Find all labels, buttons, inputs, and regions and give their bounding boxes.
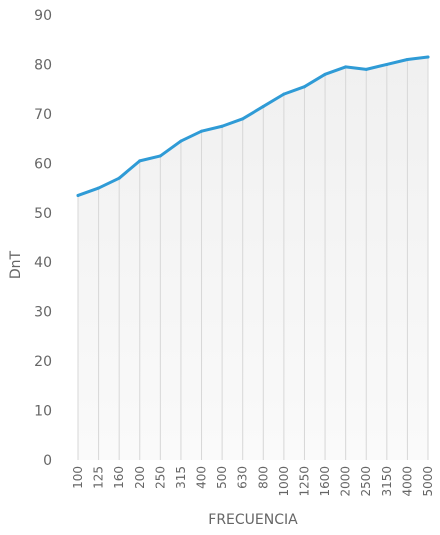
x-tick-label-250: 250 (153, 466, 167, 489)
data-point-250 (158, 154, 162, 158)
data-point-4000 (405, 58, 409, 61)
x-tick-label-1600: 1600 (318, 466, 332, 497)
y-tick-label-0: 0 (43, 453, 52, 469)
data-point-630 (241, 117, 245, 121)
y-tick-label-40: 40 (34, 255, 52, 271)
data-point-1000 (282, 92, 286, 96)
area-fill (78, 57, 428, 461)
x-tick-label-2500: 2500 (359, 466, 373, 497)
x-tick-label-1000: 1000 (277, 466, 291, 497)
data-point-1600 (323, 72, 327, 76)
data-point-315 (179, 139, 183, 143)
data-point-1250 (302, 85, 306, 89)
data-point-125 (97, 186, 101, 190)
x-tick-label-3150: 3150 (380, 466, 394, 497)
y-tick-label-30: 30 (34, 305, 52, 321)
y-tick-label-60: 60 (34, 156, 52, 172)
x-tick-label-1250: 1250 (297, 466, 311, 497)
y-axis-ticks: 0 10 20 30 40 50 60 70 80 90 (34, 8, 52, 469)
series-line (76, 55, 430, 197)
x-tick-label-100: 100 (71, 466, 85, 489)
line-layer (76, 55, 430, 197)
x-tick-label-2000: 2000 (339, 466, 353, 497)
grid-layer (77, 57, 429, 460)
x-axis-title: FRECUENCIA (208, 512, 298, 528)
x-tick-label-160: 160 (112, 466, 126, 489)
y-tick-label-70: 70 (34, 107, 52, 123)
area-layer (78, 57, 428, 461)
data-point-3150 (385, 62, 389, 66)
x-tick-label-630: 630 (236, 466, 250, 489)
data-point-100 (76, 193, 80, 197)
x-axis-ticks: 100 125 160 200 250 315 400 500 630 800 1000 1250 16… (71, 466, 435, 497)
x-tick-label-800: 800 (256, 466, 270, 489)
x-tick-label-125: 125 (92, 466, 106, 489)
data-point-5000 (426, 55, 430, 59)
data-point-2000 (344, 65, 348, 69)
data-point-2500 (364, 67, 368, 71)
y-tick-label-10: 10 (34, 404, 52, 420)
x-tick-label-500: 500 (215, 466, 229, 489)
x-tick-label-400: 400 (195, 466, 209, 489)
data-point-400 (200, 129, 204, 133)
x-tick-label-200: 200 (133, 466, 147, 489)
y-tick-label-90: 90 (34, 8, 52, 24)
data-point-800 (261, 104, 265, 108)
data-point-200 (138, 159, 142, 163)
data-point-160 (117, 176, 121, 180)
y-tick-label-80: 80 (34, 57, 52, 73)
x-tick-label-5000: 5000 (421, 466, 435, 497)
y-tick-label-20: 20 (34, 354, 52, 370)
x-tick-label-315: 315 (174, 466, 188, 489)
y-axis-title: DnT (8, 250, 24, 279)
data-point-500 (220, 124, 224, 128)
x-tick-label-4000: 4000 (400, 466, 414, 497)
y-tick-label-50: 50 (34, 206, 52, 222)
